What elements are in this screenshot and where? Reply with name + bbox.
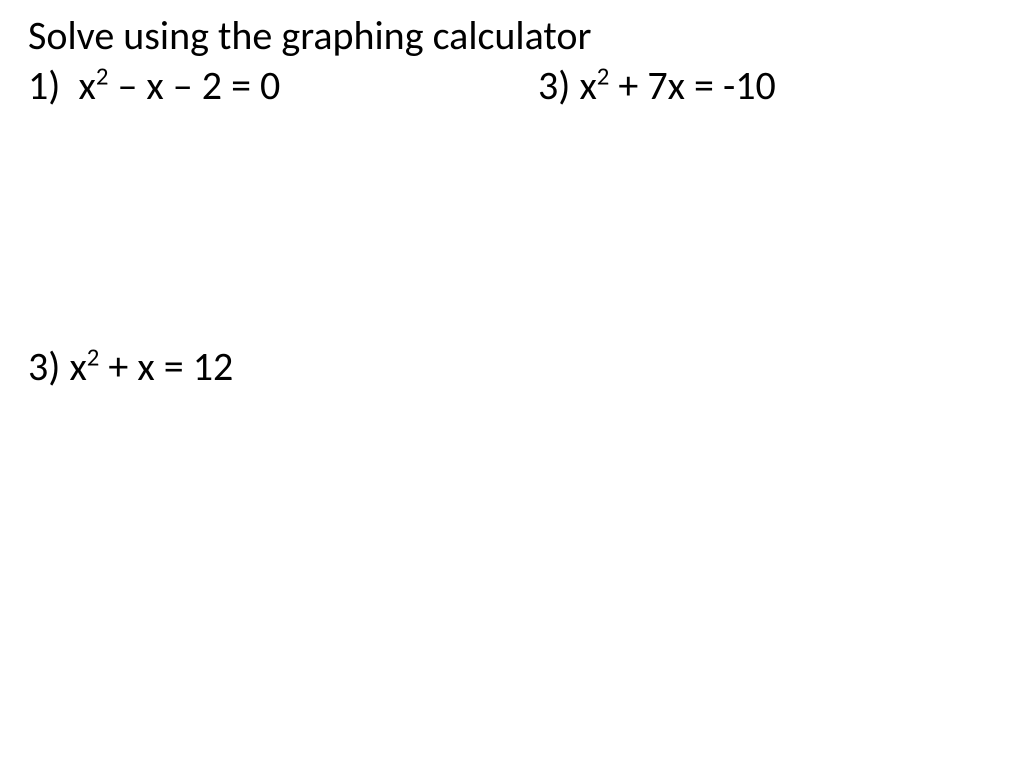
problem-3-pre: x	[69, 342, 86, 391]
problem-3-exponent: 2	[87, 342, 100, 373]
problem-1-post: – x – 2 = 0	[108, 61, 280, 110]
problem-row-1: 1) x2 – x – 2 = 0 3) x2 + 7x = -10	[28, 62, 1024, 110]
problem-row-2: 3) x2 + x = 12	[28, 343, 1024, 391]
slide: Solve using the graphing calculator 1) x…	[0, 0, 1024, 768]
problem-1-pre: x	[79, 61, 96, 110]
problem-3-label: 3)	[28, 342, 60, 391]
problem-2-exponent: 2	[597, 61, 610, 92]
spacer	[28, 110, 1024, 343]
problem-2: 3) x2 + 7x = -10	[538, 62, 1024, 110]
problem-1-exponent: 2	[96, 61, 109, 92]
problem-3-post: + x = 12	[99, 342, 233, 391]
problem-1-label: 1)	[28, 61, 60, 110]
slide-title: Solve using the graphing calculator	[28, 12, 1024, 60]
problem-2-pre: x	[579, 61, 596, 110]
problem-1: 1) x2 – x – 2 = 0	[28, 62, 538, 110]
problem-2-label: 3)	[538, 61, 570, 110]
problem-3: 3) x2 + x = 12	[28, 343, 538, 391]
problem-2-post: + 7x = -10	[609, 61, 775, 110]
